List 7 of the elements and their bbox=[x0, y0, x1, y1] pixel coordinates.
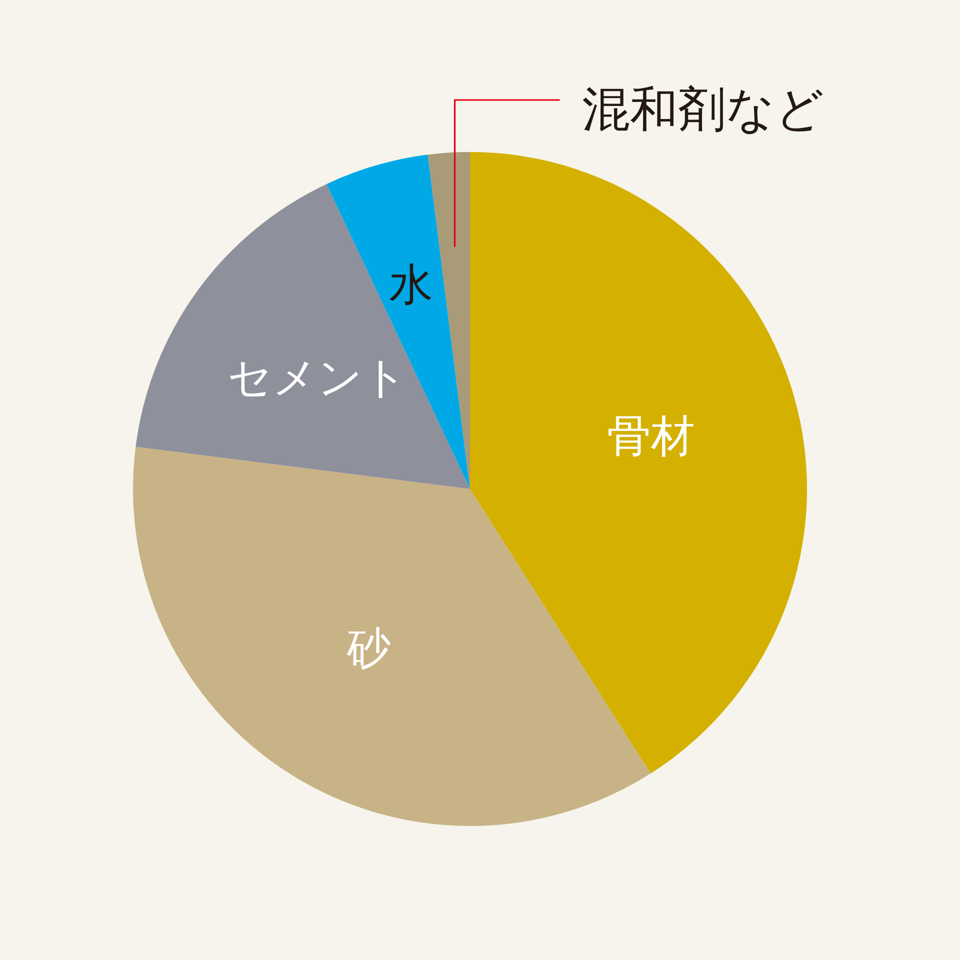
slice-label: 混和剤など bbox=[582, 84, 824, 136]
slice-label: 骨材 bbox=[607, 412, 696, 461]
pie-slice bbox=[470, 152, 807, 774]
slice-label: セメント bbox=[227, 354, 408, 403]
pie-slice bbox=[136, 184, 470, 489]
slice-label: 水 bbox=[388, 260, 433, 310]
slice-label: 砂 bbox=[346, 624, 391, 673]
